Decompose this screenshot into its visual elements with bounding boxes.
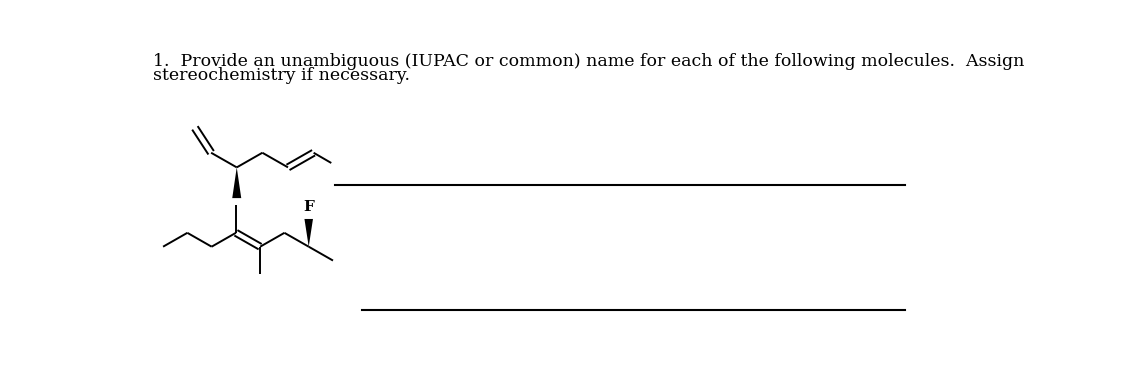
Text: stereochemistry if necessary.: stereochemistry if necessary.	[153, 67, 411, 84]
Polygon shape	[304, 219, 313, 247]
Text: F: F	[303, 200, 314, 214]
Polygon shape	[232, 167, 241, 198]
Text: 1.  Provide an unambiguous (IUPAC or common) name for each of the following mole: 1. Provide an unambiguous (IUPAC or comm…	[153, 53, 1025, 70]
